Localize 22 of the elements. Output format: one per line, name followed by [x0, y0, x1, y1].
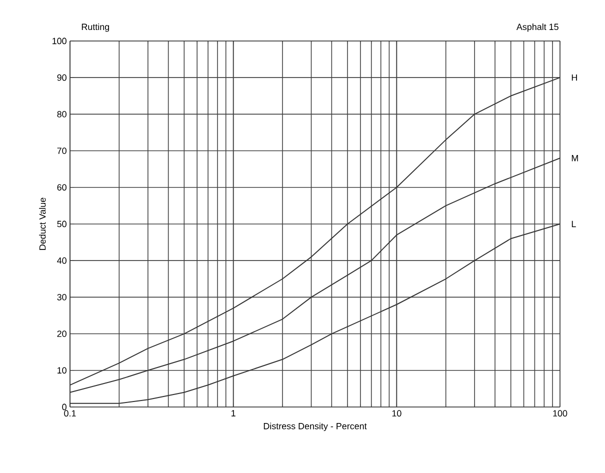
y-tick-label: 80 — [57, 111, 66, 118]
legend-label: H — [572, 74, 577, 81]
y-tick-label: 30 — [57, 294, 66, 300]
y-tick-label: 100 — [52, 38, 66, 44]
chart-title: Rutting — [82, 23, 110, 32]
y-tick-label: 0 — [62, 404, 66, 410]
y-tick-label: 50 — [57, 220, 66, 228]
x-tick-label: 10 — [392, 410, 402, 417]
series-label: M — [572, 155, 578, 162]
y-tick-label: 20 — [57, 330, 66, 337]
x-tick-label: 0.1 — [64, 410, 76, 417]
legend-label: L — [572, 220, 576, 228]
x-tick-label: 100 — [553, 410, 568, 417]
chart-subtitle: Asphalt 15 — [516, 23, 558, 32]
x-tick-label: 1 — [232, 410, 236, 416]
y-tick-label: 60 — [57, 184, 66, 191]
y-tick-label: 90 — [57, 74, 66, 81]
y-tick-label: 10 — [58, 367, 66, 374]
x-axis-title: Distress Density - Percent — [264, 422, 367, 432]
y-tick-label: 40 — [57, 257, 66, 264]
y-tick-label: 70 — [57, 148, 66, 154]
y-axis-title: Deduct Value — [39, 198, 46, 250]
